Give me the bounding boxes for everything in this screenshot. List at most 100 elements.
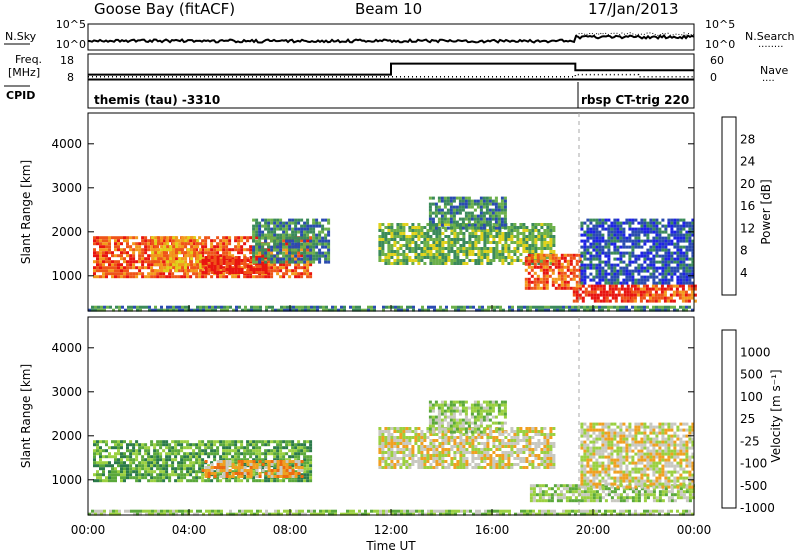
heatmap-cell xyxy=(598,251,602,255)
heatmap-cell xyxy=(207,452,211,456)
heatmap-cell xyxy=(628,257,632,261)
heatmap-cell xyxy=(625,275,629,279)
heatmap-cell xyxy=(434,211,438,215)
heatmap-cell xyxy=(264,455,268,459)
heatmap-cell xyxy=(628,224,632,228)
heatmap-cell xyxy=(288,275,292,279)
heatmap-cell xyxy=(497,205,501,209)
heatmap-cell xyxy=(482,220,486,224)
heatmap-cell xyxy=(243,469,247,472)
heatmap-cell xyxy=(649,221,653,225)
heatmap-cell xyxy=(243,472,247,475)
heatmap-cell xyxy=(477,451,481,454)
heatmap-cell xyxy=(117,440,120,444)
heatmap-cell xyxy=(210,265,214,268)
heatmap-cell xyxy=(283,305,286,309)
heatmap-cell xyxy=(529,308,532,312)
heatmap-cell xyxy=(190,242,194,246)
heatmap-cell xyxy=(324,245,328,249)
heatmap-cell xyxy=(240,239,244,243)
heatmap-cell xyxy=(288,257,292,261)
heatmap-cell xyxy=(276,221,280,225)
heatmap-cell xyxy=(255,221,259,225)
heatmap-cell xyxy=(688,239,692,243)
heatmap-cell xyxy=(471,460,475,463)
heatmap-cell xyxy=(634,281,638,285)
heatmap-cell xyxy=(435,457,439,460)
heatmap-cell xyxy=(437,220,441,224)
heatmap-cell xyxy=(198,272,202,276)
heatmap-cell xyxy=(228,239,232,243)
heatmap-cell xyxy=(426,238,430,241)
heatmap-cell xyxy=(402,439,406,442)
heatmap-cell xyxy=(429,445,433,448)
heatmap-cell xyxy=(258,236,262,240)
heatmap-cell xyxy=(464,199,468,203)
heatmap-cell xyxy=(658,272,662,276)
heatmap-cell xyxy=(166,248,170,252)
heatmap-cell xyxy=(497,208,501,212)
heatmap-cell xyxy=(583,266,587,270)
heatmap-cell xyxy=(453,250,457,253)
freq-label-line2: [MHz] xyxy=(8,66,40,79)
heatmap-cell xyxy=(429,238,433,241)
heatmap-cell xyxy=(222,275,226,279)
heatmap-cell xyxy=(282,260,286,264)
heatmap-cell xyxy=(607,260,611,264)
heatmap-cell xyxy=(495,247,499,250)
heatmap-cell xyxy=(160,248,164,252)
heatmap-cell xyxy=(645,287,649,291)
heatmap-cell xyxy=(655,260,659,264)
heatmap-cell xyxy=(165,473,169,477)
heatmap-cell xyxy=(237,242,241,246)
heatmap-cell xyxy=(216,476,220,480)
heatmap-cell xyxy=(102,242,105,246)
heatmap-cell xyxy=(673,233,677,237)
heatmap-cell xyxy=(652,308,655,312)
heatmap-cell xyxy=(447,253,451,256)
heatmap-cell xyxy=(534,256,538,259)
heatmap-cell xyxy=(572,287,576,291)
heatmap-cell xyxy=(608,287,612,291)
heatmap-cell xyxy=(471,442,475,445)
heatmap-cell xyxy=(658,242,662,246)
heatmap-cell xyxy=(267,230,271,234)
heatmap-cell xyxy=(604,242,608,246)
heatmap-cell xyxy=(141,476,145,480)
heatmap-cell xyxy=(494,226,498,230)
heatmap-cell xyxy=(294,266,298,270)
heatmap-cell xyxy=(175,263,179,267)
heatmap-cell xyxy=(204,268,208,271)
heatmap-cell xyxy=(408,439,412,442)
heatmap-cell xyxy=(513,235,517,238)
heatmap-cell xyxy=(288,221,292,225)
heatmap-cell xyxy=(465,433,469,436)
heatmap-cell xyxy=(261,224,265,228)
heatmap-cell xyxy=(111,272,114,276)
heatmap-cell xyxy=(528,250,532,253)
heatmap-cell xyxy=(655,221,659,225)
heatmap-cell xyxy=(222,455,226,459)
heatmap-cell xyxy=(432,433,436,436)
heatmap-cell xyxy=(690,284,694,288)
heatmap-cell xyxy=(396,232,400,235)
heatmap-cell xyxy=(633,293,637,297)
heatmap-cell xyxy=(551,259,555,263)
heatmap-cell xyxy=(198,464,202,468)
heatmap-cell xyxy=(634,305,637,309)
heatmap-cell xyxy=(276,460,280,463)
heatmap-cell xyxy=(216,236,220,240)
heatmap-cell xyxy=(147,473,151,477)
heatmap-cell xyxy=(438,241,442,244)
heatmap-cell xyxy=(177,467,181,471)
heatmap-cell xyxy=(264,271,268,274)
heatmap-cell xyxy=(542,280,546,284)
heatmap-cell xyxy=(595,233,599,237)
heatmap-cell xyxy=(201,479,205,483)
heatmap-cell xyxy=(637,227,641,231)
heatmap-cell xyxy=(222,256,226,259)
heatmap-cell xyxy=(517,305,520,309)
heatmap-cell xyxy=(93,473,96,477)
heatmap-cell xyxy=(294,460,298,463)
heatmap-cell xyxy=(494,208,498,212)
